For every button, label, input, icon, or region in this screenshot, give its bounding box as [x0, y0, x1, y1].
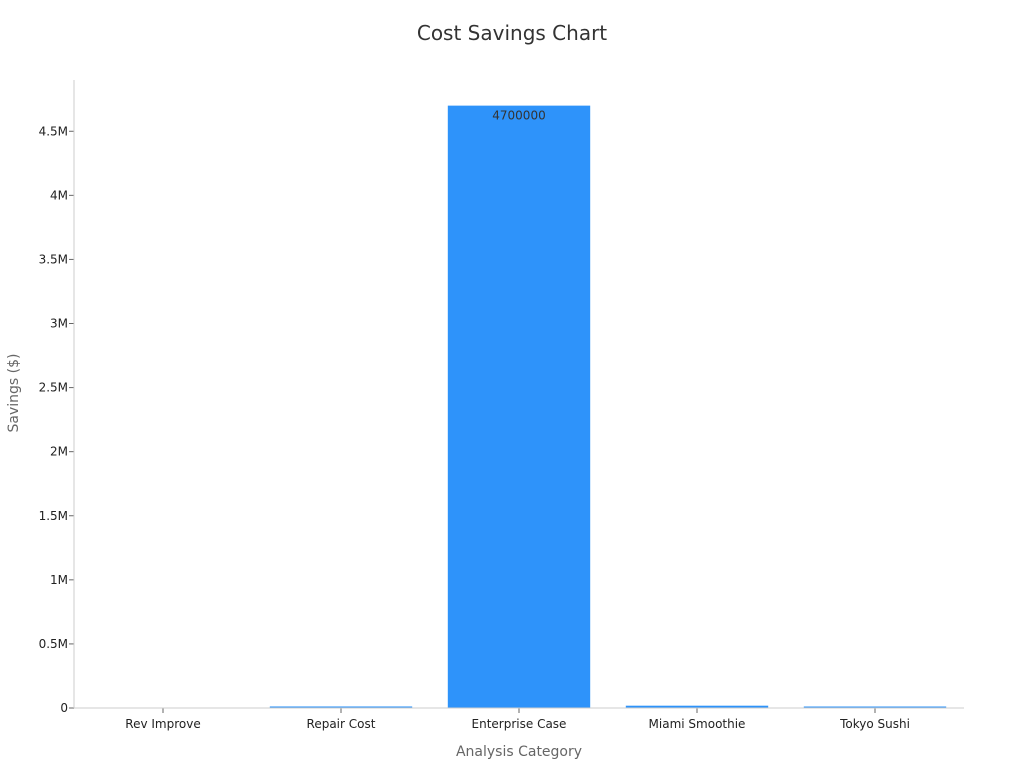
chart-title: Cost Savings Chart: [417, 21, 607, 45]
y-tick-label: 1M: [50, 573, 68, 587]
x-tick-label: Tokyo Sushi: [839, 717, 910, 731]
y-tick-label: 2.5M: [39, 381, 68, 395]
y-tick-label: 1.5M: [39, 509, 68, 523]
x-tick-label: Repair Cost: [307, 717, 376, 731]
y-axis: 0 0.5M 1M 1.5M 2M 2.5M 3M 3.5M 4M 4.5M: [39, 124, 74, 715]
y-tick-label: 4M: [50, 188, 68, 202]
x-tick-label: Rev Improve: [125, 717, 200, 731]
bar[interactable]: [625, 705, 769, 708]
bar-value-label: 4700000: [492, 109, 545, 123]
bar[interactable]: [269, 706, 413, 708]
y-tick-label: 2M: [50, 445, 68, 459]
bar[interactable]: [803, 706, 947, 709]
x-axis-title: Analysis Category: [456, 744, 582, 760]
x-axis: Rev Improve Repair Cost Enterprise Case Mia…: [125, 708, 910, 731]
x-tick-label: Enterprise Case: [472, 717, 567, 731]
y-tick-label: 0.5M: [39, 637, 68, 651]
y-tick-label: 4.5M: [39, 124, 68, 138]
x-tick-label: Miami Smoothie: [649, 717, 746, 731]
y-tick-label: 0: [60, 701, 68, 715]
bars: [269, 105, 947, 709]
y-axis-title: Savings ($): [6, 354, 22, 433]
y-tick-label: 3M: [50, 317, 68, 331]
data-labels: 4700000: [492, 109, 545, 123]
y-tick-label: 3.5M: [39, 252, 68, 266]
bar[interactable]: [447, 105, 591, 709]
